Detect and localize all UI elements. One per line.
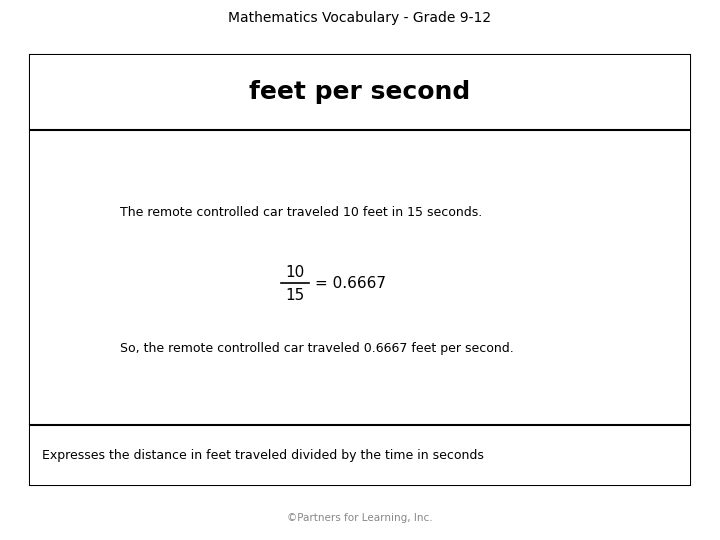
Text: 10: 10	[285, 265, 305, 280]
Bar	[30, 55, 690, 130]
Bar	[30, 130, 690, 425]
Text: The remote controlled car traveled 10 feet in 15 seconds.: The remote controlled car traveled 10 fe…	[120, 206, 482, 219]
Text: 15: 15	[285, 288, 305, 303]
Text: ©Partners for Learning, Inc.: ©Partners for Learning, Inc.	[287, 513, 433, 523]
Text: Mathematics Vocabulary - Grade 9-12: Mathematics Vocabulary - Grade 9-12	[228, 11, 492, 25]
Bar	[30, 425, 690, 485]
Text: feet per second: feet per second	[249, 80, 471, 105]
Text: So, the remote controlled car traveled 0.6667 feet per second.: So, the remote controlled car traveled 0…	[120, 342, 514, 355]
Bar	[30, 55, 690, 485]
Text: Expresses the distance in feet traveled divided by the time in seconds: Expresses the distance in feet traveled …	[42, 449, 484, 462]
Text: = 0.6667: = 0.6667	[315, 276, 386, 291]
